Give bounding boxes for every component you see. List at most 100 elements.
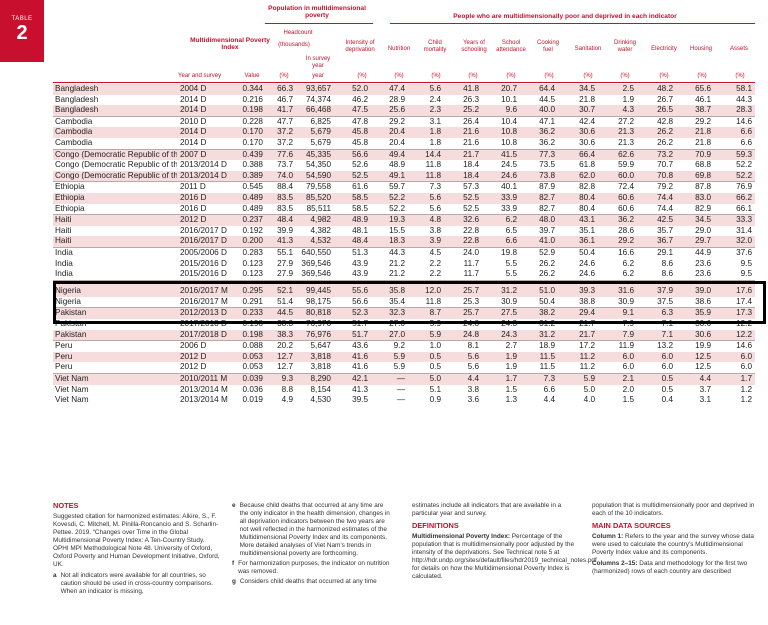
value-cell: 11.8 xyxy=(408,170,444,183)
value-cell: 42.5 xyxy=(637,214,676,226)
value-cell: 59.3 xyxy=(714,149,755,161)
value-cell: 76,976 xyxy=(296,329,334,342)
value-cell: 30.9 xyxy=(482,296,520,309)
value-cell: 6.6 xyxy=(482,236,520,248)
value-cell: 26.5 xyxy=(637,105,676,117)
country-cell: Nigeria xyxy=(53,286,177,297)
table-row: Haiti 2012 D 0.237 48.4 4,982 48.9 19.3 4.8 32.6… xyxy=(53,214,755,226)
country-cell: Haiti xyxy=(53,214,177,226)
value-cell: 37.2 xyxy=(266,127,296,138)
value-cell: 26.7 xyxy=(657,94,673,104)
value-cell: 11.2 xyxy=(558,351,598,363)
value-cell: 9.3 xyxy=(266,373,296,385)
value-cell: 4,382 xyxy=(310,225,332,235)
value-cell: 77.3 xyxy=(520,149,558,161)
value-cell: 40.0 xyxy=(520,105,558,117)
survey-cell: 2016/2017 D xyxy=(180,225,227,235)
value-cell: 88.4 xyxy=(277,182,293,192)
value-cell: 19.8 xyxy=(501,247,517,257)
value-cell: 21.3 xyxy=(598,127,637,138)
value-cell: 27.9 xyxy=(277,258,293,268)
survey-cell: 2016 D xyxy=(177,192,234,204)
value-cell: 21.2 xyxy=(389,258,405,268)
value-cell: 62.0 xyxy=(558,170,598,183)
value-cell: 12.5 xyxy=(676,362,714,374)
value-cell: 79,558 xyxy=(305,182,331,192)
value-cell: 1.8 xyxy=(408,127,444,138)
value-cell: 39.7 xyxy=(539,225,555,235)
survey-cell: 2016/2017 D xyxy=(177,236,234,248)
value-cell: 55.1 xyxy=(277,247,293,257)
value-cell: 26.2 xyxy=(539,258,555,268)
col1-term: Column 1: xyxy=(592,533,624,540)
value-cell: 21.8 xyxy=(579,94,595,104)
survey-cell: 2014 D xyxy=(177,127,234,138)
value-cell: 65.6 xyxy=(676,84,714,95)
value-cell: 47.7 xyxy=(277,116,293,126)
value-cell: 20.2 xyxy=(277,341,293,351)
value-cell: 54,350 xyxy=(305,160,331,170)
table-row: Bangladesh 2004 D 0.344 66.3 93,657 52.0 47.4 5… xyxy=(53,84,755,95)
value-cell: 44.3 xyxy=(736,94,752,104)
value-cell: 8.8 xyxy=(281,384,293,394)
value-cell: 44.9 xyxy=(695,247,711,257)
value-cell: 39.9 xyxy=(277,225,293,235)
value-cell: 42.8 xyxy=(657,116,673,126)
value-cell: 1.8 xyxy=(408,137,444,150)
notes-col3-text: estimates include all indicators that ar… xyxy=(412,502,562,517)
value-cell: 0.545 xyxy=(242,182,264,192)
value-cell: 52.2 xyxy=(736,160,752,170)
survey-cell: 2013/2014 M xyxy=(180,395,228,405)
value-cell: 5,679 xyxy=(296,127,334,138)
value-cell: 46.1 xyxy=(695,94,711,104)
value-cell: 25.3 xyxy=(444,296,482,309)
value-cell: 12.5 xyxy=(676,351,714,363)
header-pct-4: (%) xyxy=(431,73,441,79)
value-cell: 4.9 xyxy=(281,395,293,405)
header-mpi: Multidimensional Poverty Index xyxy=(190,37,270,51)
value-cell: 38.7 xyxy=(676,105,714,117)
country-cell: Ethiopia xyxy=(53,203,177,216)
value-cell: 27.9 xyxy=(266,269,296,281)
value-cell: 10.1 xyxy=(501,94,517,104)
note-a-text: Not all indicators were available for al… xyxy=(60,572,213,595)
value-cell: 99,445 xyxy=(296,286,334,297)
survey-cell: 2017/2018 D xyxy=(177,329,234,342)
value-cell: 2.7 xyxy=(505,341,517,351)
value-cell: 5.0 xyxy=(408,373,444,385)
value-cell: 87.8 xyxy=(695,182,711,192)
value-cell: 30.7 xyxy=(558,105,598,117)
table-label: TABLE xyxy=(11,16,33,22)
notes-col-4: population that is multidimensionally po… xyxy=(592,502,762,579)
survey-cell: 2012 D xyxy=(177,214,234,226)
value-cell: 14.6 xyxy=(736,116,752,126)
col2-term: Columns 2–15: xyxy=(592,560,638,567)
value-cell: 0.388 xyxy=(242,160,264,170)
value-cell: 5,647 xyxy=(310,341,332,351)
value-cell: 640,550 xyxy=(301,247,331,257)
value-cell: 29.2 xyxy=(598,236,637,248)
survey-cell: 2011 D xyxy=(180,182,206,192)
survey-cell: 2012 D xyxy=(177,362,234,374)
country-cell: Haiti xyxy=(53,236,177,248)
value-cell: 9.5 xyxy=(740,258,752,268)
country-cell: India xyxy=(53,269,177,281)
value-cell: 0.019 xyxy=(242,395,264,405)
header-pct-3: (%) xyxy=(394,73,404,79)
value-cell: 8,290 xyxy=(296,373,334,385)
value-cell: 6.0 xyxy=(598,351,637,363)
value-cell: 6.6 xyxy=(543,384,555,394)
value-cell: 6.0 xyxy=(637,351,676,363)
value-cell: 1.5 xyxy=(622,395,634,405)
table-row: Ethiopia 2016 D 0.489 83.5 85,511 58.5 52.2 5.6… xyxy=(53,203,755,216)
value-cell: 59.9 xyxy=(618,160,634,170)
value-cell: 29.1 xyxy=(657,247,673,257)
value-cell: 11.5 xyxy=(520,362,558,374)
value-cell: — xyxy=(396,384,405,394)
value-cell: 0.198 xyxy=(234,329,266,342)
value-cell: 28.9 xyxy=(389,94,405,104)
value-cell: 10.8 xyxy=(482,127,520,138)
value-cell: 82.7 xyxy=(520,192,558,204)
value-cell: 0.123 xyxy=(234,269,266,281)
value-cell: 0.439 xyxy=(234,149,266,161)
